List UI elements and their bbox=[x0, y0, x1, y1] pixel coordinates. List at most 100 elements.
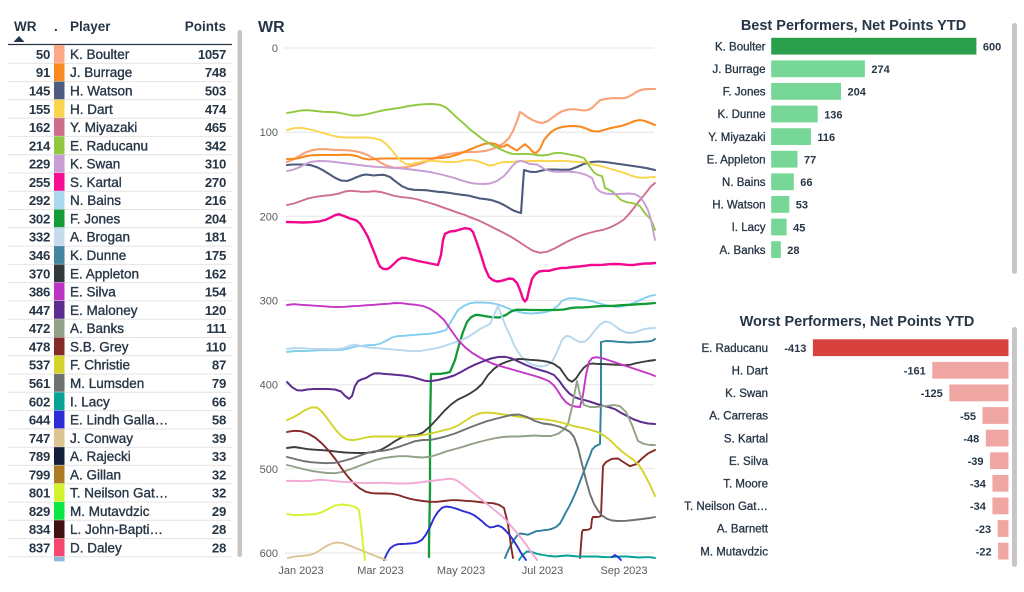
svg-text:29: 29 bbox=[212, 504, 226, 519]
svg-text:181: 181 bbox=[205, 230, 226, 245]
svg-text:WR: WR bbox=[258, 19, 285, 36]
svg-text:0: 0 bbox=[272, 43, 278, 55]
svg-text:N. Bains: N. Bains bbox=[70, 193, 121, 208]
svg-text:-413: -413 bbox=[784, 343, 806, 355]
svg-text:386: 386 bbox=[29, 285, 50, 300]
svg-text:342: 342 bbox=[205, 138, 226, 153]
svg-text:600: 600 bbox=[260, 548, 278, 560]
svg-text:747: 747 bbox=[29, 431, 50, 446]
svg-text:T. Neilson Gat…: T. Neilson Gat… bbox=[70, 486, 168, 501]
svg-text:A. Brogan: A. Brogan bbox=[70, 230, 130, 245]
svg-text:-39: -39 bbox=[968, 456, 984, 468]
svg-text:Player: Player bbox=[70, 19, 111, 34]
svg-text:799: 799 bbox=[29, 467, 50, 482]
svg-text:537: 537 bbox=[29, 358, 50, 373]
svg-text:116: 116 bbox=[817, 132, 835, 144]
svg-text:.: . bbox=[54, 19, 58, 34]
svg-text:1057: 1057 bbox=[198, 47, 226, 62]
svg-text:S. Kartal: S. Kartal bbox=[724, 433, 768, 445]
svg-text:370: 370 bbox=[29, 266, 50, 281]
svg-text:M. Mutavdzic: M. Mutavdzic bbox=[70, 504, 150, 519]
svg-text:E. Maloney: E. Maloney bbox=[70, 303, 138, 318]
svg-text:834: 834 bbox=[29, 522, 51, 537]
svg-text:-23: -23 bbox=[975, 524, 991, 536]
svg-text:600: 600 bbox=[983, 42, 1001, 54]
svg-text:I. Lacy: I. Lacy bbox=[732, 222, 766, 234]
svg-text:T. Neilson Gat…: T. Neilson Gat… bbox=[684, 501, 768, 513]
svg-text:500: 500 bbox=[260, 464, 278, 476]
svg-text:E. Silva: E. Silva bbox=[729, 456, 769, 468]
svg-text:162: 162 bbox=[29, 120, 50, 135]
svg-text:310: 310 bbox=[205, 157, 226, 172]
svg-text:474: 474 bbox=[205, 102, 227, 117]
svg-text:39: 39 bbox=[212, 431, 226, 446]
svg-text:32: 32 bbox=[212, 486, 226, 501]
svg-text:-161: -161 bbox=[904, 366, 926, 378]
svg-text:53: 53 bbox=[796, 200, 808, 212]
svg-text:136: 136 bbox=[824, 109, 842, 121]
svg-text:A. Rajecki: A. Rajecki bbox=[70, 449, 131, 464]
svg-text:E. Lindh Galla…: E. Lindh Galla… bbox=[70, 413, 168, 428]
svg-text:Best Performers, Net Points YT: Best Performers, Net Points YTD bbox=[741, 18, 966, 34]
svg-text:Jul 2023: Jul 2023 bbox=[522, 565, 564, 577]
svg-text:S.B. Grey: S.B. Grey bbox=[70, 339, 129, 354]
svg-text:Mar 2023: Mar 2023 bbox=[357, 565, 403, 577]
svg-text:300: 300 bbox=[260, 296, 278, 308]
svg-text:302: 302 bbox=[29, 212, 50, 227]
svg-text:270: 270 bbox=[205, 175, 226, 190]
svg-text:789: 789 bbox=[29, 449, 50, 464]
svg-text:155: 155 bbox=[29, 102, 50, 117]
svg-text:A. Barnett: A. Barnett bbox=[717, 524, 769, 536]
svg-text:J. Burrage: J. Burrage bbox=[70, 65, 132, 80]
svg-text:28: 28 bbox=[787, 245, 799, 257]
svg-text:N. Bains: N. Bains bbox=[722, 177, 766, 189]
svg-text:200: 200 bbox=[260, 211, 278, 223]
svg-text:145: 145 bbox=[29, 84, 50, 99]
svg-text:111: 111 bbox=[206, 321, 226, 336]
svg-text:58: 58 bbox=[212, 413, 226, 428]
svg-text:Points: Points bbox=[185, 19, 226, 34]
svg-text:E. Silva: E. Silva bbox=[70, 285, 116, 300]
svg-text:87: 87 bbox=[212, 358, 226, 373]
svg-text:E. Appleton: E. Appleton bbox=[70, 266, 139, 281]
svg-text:-34: -34 bbox=[970, 501, 987, 513]
svg-text:-48: -48 bbox=[963, 433, 979, 445]
svg-text:465: 465 bbox=[205, 120, 226, 135]
svg-text:J. Burrage: J. Burrage bbox=[712, 64, 765, 76]
svg-text:T. Moore: T. Moore bbox=[723, 479, 768, 491]
svg-text:Y. Miyazaki: Y. Miyazaki bbox=[70, 120, 137, 135]
svg-text:K. Boulter: K. Boulter bbox=[715, 41, 766, 53]
svg-text:-34: -34 bbox=[970, 479, 987, 491]
svg-text:400: 400 bbox=[260, 380, 278, 392]
svg-text:100: 100 bbox=[260, 127, 278, 139]
svg-text:801: 801 bbox=[29, 486, 50, 501]
svg-text:216: 216 bbox=[205, 193, 226, 208]
svg-text:May 2023: May 2023 bbox=[437, 565, 485, 577]
svg-text:175: 175 bbox=[205, 248, 226, 263]
svg-text:L. John-Bapti…: L. John-Bapti… bbox=[70, 522, 163, 537]
svg-text:J. Conway: J. Conway bbox=[70, 431, 133, 446]
svg-text:I. Lacy: I. Lacy bbox=[70, 394, 110, 409]
svg-text:H. Watson: H. Watson bbox=[712, 200, 765, 212]
svg-text:-55: -55 bbox=[960, 411, 976, 423]
svg-text:204: 204 bbox=[848, 87, 867, 99]
svg-text:748: 748 bbox=[205, 65, 226, 80]
svg-text:WR: WR bbox=[14, 19, 37, 34]
svg-text:478: 478 bbox=[29, 339, 50, 354]
svg-text:K. Boulter: K. Boulter bbox=[70, 47, 130, 62]
svg-text:33: 33 bbox=[212, 449, 226, 464]
svg-text:110: 110 bbox=[206, 339, 226, 354]
svg-text:A. Carreras: A. Carreras bbox=[709, 411, 768, 423]
svg-text:K. Swan: K. Swan bbox=[725, 388, 768, 400]
svg-text:66: 66 bbox=[212, 394, 226, 409]
svg-text:-22: -22 bbox=[976, 546, 992, 558]
svg-text:H. Dart: H. Dart bbox=[732, 366, 769, 378]
svg-text:M. Mutavdzic: M. Mutavdzic bbox=[700, 546, 768, 558]
svg-text:Sep 2023: Sep 2023 bbox=[600, 565, 647, 577]
svg-text:Jan 2023: Jan 2023 bbox=[278, 565, 323, 577]
svg-text:H. Watson: H. Watson bbox=[70, 84, 133, 99]
svg-text:229: 229 bbox=[29, 157, 50, 172]
svg-text:-125: -125 bbox=[921, 388, 943, 400]
svg-text:91: 91 bbox=[36, 65, 50, 80]
svg-text:S. Kartal: S. Kartal bbox=[70, 175, 122, 190]
